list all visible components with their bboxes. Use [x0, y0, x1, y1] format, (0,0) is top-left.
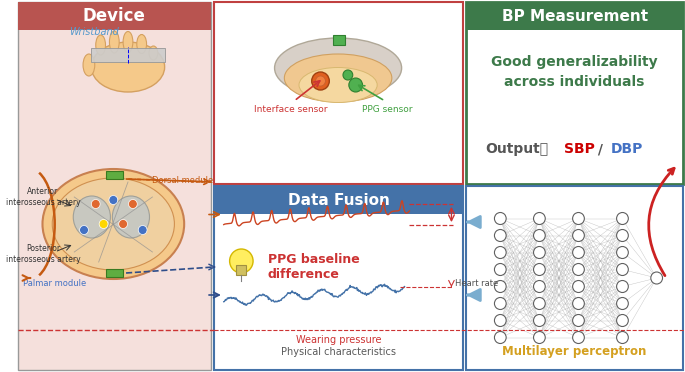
Circle shape — [573, 263, 584, 276]
Ellipse shape — [137, 35, 147, 54]
Text: Physical characteristics: Physical characteristics — [281, 347, 396, 357]
Circle shape — [229, 249, 253, 273]
Text: Dorsal module: Dorsal module — [153, 176, 214, 185]
Circle shape — [616, 298, 628, 310]
Text: Good generalizability
across individuals: Good generalizability across individuals — [491, 55, 658, 89]
Circle shape — [79, 225, 88, 234]
Circle shape — [573, 331, 584, 343]
Circle shape — [495, 280, 506, 292]
Text: Data Fusion: Data Fusion — [288, 192, 390, 208]
Circle shape — [91, 199, 100, 208]
Circle shape — [534, 230, 545, 241]
Circle shape — [616, 247, 628, 259]
FancyBboxPatch shape — [466, 186, 683, 370]
Ellipse shape — [73, 196, 110, 238]
FancyBboxPatch shape — [466, 2, 683, 30]
Circle shape — [616, 212, 628, 224]
Text: DBP: DBP — [611, 142, 643, 156]
Ellipse shape — [110, 31, 119, 53]
Circle shape — [495, 314, 506, 327]
Text: PPG sensor: PPG sensor — [362, 105, 412, 114]
Ellipse shape — [42, 169, 184, 279]
Circle shape — [495, 263, 506, 276]
Text: Heart rate: Heart rate — [456, 279, 499, 289]
Circle shape — [534, 263, 545, 276]
Circle shape — [616, 263, 628, 276]
Ellipse shape — [83, 54, 95, 76]
Circle shape — [534, 247, 545, 259]
FancyBboxPatch shape — [105, 171, 123, 179]
Ellipse shape — [112, 196, 149, 238]
Circle shape — [129, 199, 137, 208]
Circle shape — [312, 72, 329, 90]
Circle shape — [495, 247, 506, 259]
Ellipse shape — [96, 35, 105, 55]
Circle shape — [495, 212, 506, 224]
FancyBboxPatch shape — [214, 186, 463, 370]
FancyBboxPatch shape — [18, 2, 211, 370]
Circle shape — [534, 212, 545, 224]
Ellipse shape — [149, 46, 158, 60]
Circle shape — [534, 331, 545, 343]
Circle shape — [495, 331, 506, 343]
FancyBboxPatch shape — [18, 2, 211, 30]
FancyBboxPatch shape — [466, 2, 683, 184]
Circle shape — [616, 314, 628, 327]
Circle shape — [495, 298, 506, 310]
Text: Output：: Output： — [486, 142, 549, 156]
Ellipse shape — [284, 54, 392, 102]
Circle shape — [109, 196, 118, 205]
Circle shape — [119, 219, 127, 228]
Ellipse shape — [123, 32, 133, 52]
Ellipse shape — [91, 42, 164, 92]
Circle shape — [616, 331, 628, 343]
Text: Device: Device — [83, 7, 146, 25]
FancyBboxPatch shape — [105, 269, 123, 277]
Ellipse shape — [299, 67, 377, 103]
Circle shape — [138, 225, 147, 234]
Circle shape — [573, 230, 584, 241]
FancyBboxPatch shape — [236, 265, 246, 275]
Circle shape — [349, 78, 362, 92]
Text: /: / — [593, 142, 608, 156]
Text: Multilayer perceptron: Multilayer perceptron — [502, 346, 647, 359]
Circle shape — [573, 298, 584, 310]
Circle shape — [316, 76, 325, 86]
Circle shape — [573, 212, 584, 224]
Circle shape — [573, 280, 584, 292]
Circle shape — [573, 247, 584, 259]
Circle shape — [534, 314, 545, 327]
Text: Anterior
interosseous artery: Anterior interosseous artery — [5, 187, 80, 207]
Ellipse shape — [52, 178, 175, 270]
Text: Palmar module: Palmar module — [23, 279, 86, 289]
Circle shape — [534, 280, 545, 292]
Circle shape — [573, 314, 584, 327]
Circle shape — [616, 230, 628, 241]
Ellipse shape — [275, 38, 401, 98]
Circle shape — [99, 219, 108, 228]
FancyBboxPatch shape — [91, 48, 165, 62]
Text: Wearing pressure: Wearing pressure — [296, 335, 382, 345]
Text: Posterior
interosseous artery: Posterior interosseous artery — [5, 244, 80, 264]
Circle shape — [616, 280, 628, 292]
Circle shape — [651, 272, 662, 284]
Text: SBP: SBP — [564, 142, 595, 156]
Text: Wristband: Wristband — [69, 27, 119, 37]
Circle shape — [534, 298, 545, 310]
Text: PPG baseline
difference: PPG baseline difference — [268, 253, 360, 281]
Text: BP Measurement: BP Measurement — [501, 9, 647, 23]
Circle shape — [495, 230, 506, 241]
FancyBboxPatch shape — [333, 35, 345, 45]
Circle shape — [343, 70, 353, 80]
FancyBboxPatch shape — [214, 186, 463, 214]
FancyBboxPatch shape — [214, 2, 463, 184]
Text: Interface sensor: Interface sensor — [254, 105, 328, 114]
